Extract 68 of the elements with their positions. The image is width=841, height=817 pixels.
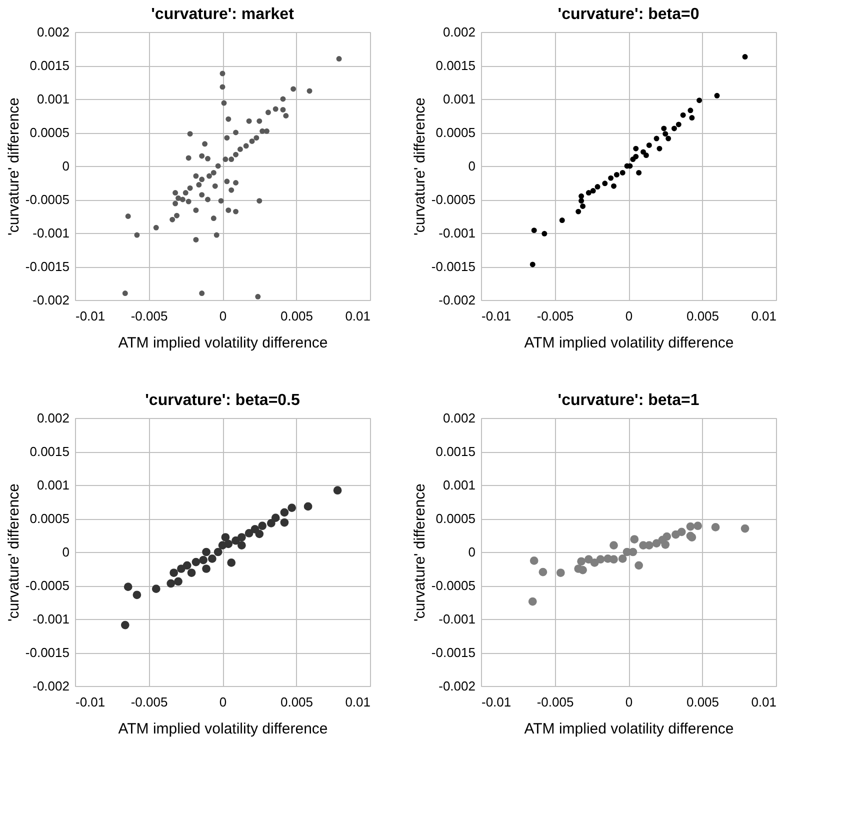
x-tick-label: 0 — [625, 308, 633, 324]
y-tick-label: 0.001 — [442, 92, 476, 106]
y-tick-label: -0.0005 — [431, 192, 476, 207]
x-tick-label: 0 — [625, 694, 633, 710]
x-tick-label: 0.005 — [686, 308, 720, 324]
y-tick-label: 0 — [468, 544, 476, 560]
y-tick-label: 0 — [62, 544, 70, 560]
y-tick-label: 0.001 — [36, 478, 70, 492]
x-axis-title: ATM implied volatility difference — [524, 720, 734, 738]
chart-title: 'curvature': market — [151, 6, 295, 23]
chart-title: 'curvature': beta=0.5 — [145, 392, 300, 409]
x-tick-label: 0 — [219, 694, 227, 710]
y-axis-title: 'curvature' difference — [411, 483, 428, 622]
x-tick-label: -0.01 — [482, 308, 512, 324]
y-tick-label: -0.002 — [32, 678, 70, 694]
x-tick-label: 0.005 — [686, 694, 720, 710]
y-tick-label: -0.002 — [438, 292, 476, 308]
y-tick-label: 0.002 — [442, 24, 476, 40]
x-tick-label: 0 — [219, 308, 227, 324]
y-tick-label: 0.0005 — [30, 511, 70, 526]
y-tick-label: -0.0015 — [25, 259, 70, 274]
y-tick-label: -0.0015 — [431, 259, 476, 274]
y-tick-label: 0.0015 — [30, 444, 70, 459]
y-axis-title: 'curvature' difference — [5, 483, 22, 622]
x-tick-label: 0.005 — [280, 694, 314, 710]
x-axis-title: ATM implied volatility difference — [118, 334, 328, 352]
x-tick-label: -0.005 — [130, 308, 168, 324]
y-tick-label: 0.002 — [442, 410, 476, 426]
y-tick-label: 0.0005 — [436, 125, 476, 140]
y-tick-label: 0.0015 — [30, 58, 70, 73]
x-axis-title: ATM implied volatility difference — [524, 334, 734, 352]
y-tick-label: -0.002 — [32, 292, 70, 308]
y-tick-label: 0.0005 — [30, 125, 70, 140]
x-tick-label: -0.01 — [76, 694, 106, 710]
y-axis-title: 'curvature' difference — [411, 97, 428, 236]
y-tick-label: -0.001 — [438, 612, 476, 626]
y-axis-title: 'curvature' difference — [5, 97, 22, 236]
y-tick-label: 0.0005 — [436, 511, 476, 526]
chart-title: 'curvature': beta=1 — [558, 392, 700, 409]
x-tick-label: 0.01 — [345, 308, 370, 324]
y-tick-label: 0.0015 — [436, 444, 476, 459]
y-tick-label: 0.001 — [36, 92, 70, 106]
y-tick-label: -0.001 — [32, 226, 70, 240]
y-tick-label: 0.002 — [36, 410, 70, 426]
x-tick-label: -0.005 — [536, 308, 574, 324]
y-tick-label: 0.0015 — [436, 58, 476, 73]
y-tick-label: 0.002 — [36, 24, 70, 40]
y-tick-label: -0.002 — [438, 678, 476, 694]
x-tick-label: 0.005 — [280, 308, 314, 324]
x-tick-label: 0.01 — [751, 308, 776, 324]
x-axis-title: ATM implied volatility difference — [118, 720, 328, 738]
chart-title: 'curvature': beta=0 — [558, 6, 700, 23]
x-tick-label: -0.01 — [76, 308, 106, 324]
y-tick-label: 0 — [468, 158, 476, 174]
x-tick-label: 0.01 — [751, 694, 776, 710]
y-tick-label: -0.001 — [438, 226, 476, 240]
x-tick-label: 0.01 — [345, 694, 370, 710]
x-tick-label: -0.01 — [482, 694, 512, 710]
y-tick-label: -0.001 — [32, 612, 70, 626]
y-tick-label: 0.001 — [442, 478, 476, 492]
x-tick-label: -0.005 — [536, 694, 574, 710]
y-tick-label: 0 — [62, 158, 70, 174]
y-tick-label: -0.0015 — [431, 645, 476, 660]
x-tick-label: -0.005 — [130, 694, 168, 710]
y-tick-label: -0.0005 — [25, 578, 70, 593]
y-tick-label: -0.0005 — [25, 192, 70, 207]
y-tick-label: -0.0005 — [431, 578, 476, 593]
y-tick-label: -0.0015 — [25, 645, 70, 660]
